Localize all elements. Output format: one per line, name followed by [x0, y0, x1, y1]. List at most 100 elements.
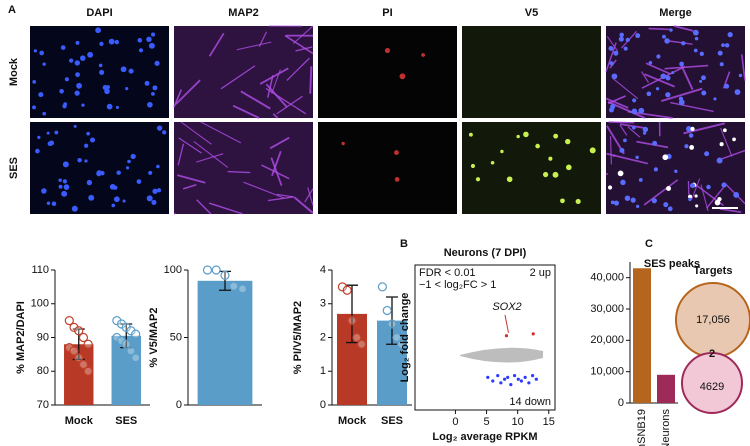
- neurite: [208, 202, 243, 215]
- x-tick-label: Mock: [65, 415, 94, 427]
- neurite: [691, 178, 701, 200]
- neurite: [619, 124, 628, 136]
- neurite: [220, 65, 256, 90]
- nucleus: [61, 190, 68, 197]
- nucleus: [732, 137, 736, 142]
- column-header: MAP2: [228, 7, 259, 19]
- chart-title: Targets: [694, 265, 733, 277]
- neurite: [664, 64, 709, 70]
- neurite: [705, 186, 725, 209]
- annotation-arrow: [504, 314, 509, 333]
- neurite: [680, 65, 694, 91]
- nucleus: [106, 103, 113, 110]
- nucleus: [666, 186, 671, 191]
- neurite: [612, 77, 639, 100]
- neurite: [608, 121, 635, 124]
- nucleus: [552, 171, 559, 178]
- neurite: [177, 174, 206, 184]
- nucleus: [77, 157, 82, 163]
- nucleus: [62, 179, 68, 184]
- neurite: [208, 32, 225, 57]
- nucleus: [137, 38, 143, 43]
- nucleus: [610, 200, 615, 205]
- neurite: [196, 199, 212, 215]
- nucleus: [74, 90, 80, 96]
- nucleus: [619, 32, 624, 38]
- neurite: [182, 183, 197, 190]
- annotation: FDR < 0.01: [419, 267, 476, 279]
- data-point: [74, 353, 84, 363]
- data-point: [531, 373, 535, 378]
- neurite: [271, 150, 282, 177]
- nucleus: [95, 27, 101, 34]
- nucleus: [58, 184, 63, 189]
- data-point: [491, 379, 495, 383]
- neurite: [719, 208, 742, 213]
- data-point: [531, 332, 535, 336]
- micrograph: [174, 26, 313, 118]
- neurite: [259, 67, 289, 85]
- data-point: [486, 375, 490, 379]
- nucleus: [104, 88, 110, 95]
- neurite: [605, 172, 609, 176]
- y-tick-label: 70: [37, 399, 49, 411]
- nucleus: [589, 147, 596, 154]
- neurite: [232, 104, 260, 119]
- nucleus: [71, 205, 78, 212]
- neurite: [227, 170, 251, 174]
- venn-overlap: 2: [709, 348, 715, 360]
- nucleus: [98, 63, 103, 68]
- neurite: [175, 79, 201, 105]
- nucleus: [42, 62, 46, 66]
- data-point: [527, 381, 531, 385]
- neurite: [627, 126, 641, 138]
- neurite: [243, 181, 285, 199]
- nucleus: [617, 170, 624, 177]
- nucleus: [151, 32, 156, 37]
- neurite: [612, 154, 616, 158]
- nucleus: [115, 105, 119, 109]
- data-point: [121, 339, 131, 349]
- data-point: [499, 381, 503, 385]
- nucleus: [63, 184, 70, 190]
- nucleus: [665, 92, 671, 98]
- data-point: [504, 334, 509, 338]
- nucleus: [664, 38, 670, 44]
- nucleus: [734, 89, 741, 96]
- nucleus: [660, 73, 667, 80]
- data-point: [131, 329, 141, 339]
- data-point: [342, 285, 352, 295]
- nucleus: [713, 97, 717, 101]
- micrograph: [318, 26, 457, 118]
- nucleus: [32, 79, 37, 84]
- nucleus: [646, 91, 652, 97]
- nucleus: [470, 163, 476, 169]
- nucleus: [99, 69, 105, 75]
- nucleus: [656, 54, 661, 59]
- data-point: [377, 282, 387, 292]
- neurite: [236, 41, 272, 51]
- nucleus: [655, 87, 660, 91]
- nucleus: [60, 45, 66, 50]
- nucleus: [706, 184, 711, 190]
- nucleus: [86, 179, 93, 186]
- nucleus: [120, 66, 127, 73]
- nucleus: [490, 160, 495, 165]
- neurite: [636, 140, 669, 149]
- data-point: [534, 377, 538, 381]
- nucleus: [46, 201, 51, 205]
- bar: [633, 268, 651, 403]
- nucleus: [64, 77, 69, 82]
- nucleus: [721, 43, 725, 48]
- nucleus: [127, 159, 131, 164]
- nucleus: [162, 130, 167, 135]
- nucleus: [608, 46, 614, 51]
- nucleus: [609, 61, 614, 66]
- nucleus: [623, 46, 628, 51]
- nucleus: [653, 167, 659, 172]
- data-point: [83, 339, 93, 349]
- nucleus: [620, 179, 626, 186]
- neurite: [193, 141, 229, 168]
- data-point: [503, 377, 507, 381]
- neurite: [276, 95, 303, 115]
